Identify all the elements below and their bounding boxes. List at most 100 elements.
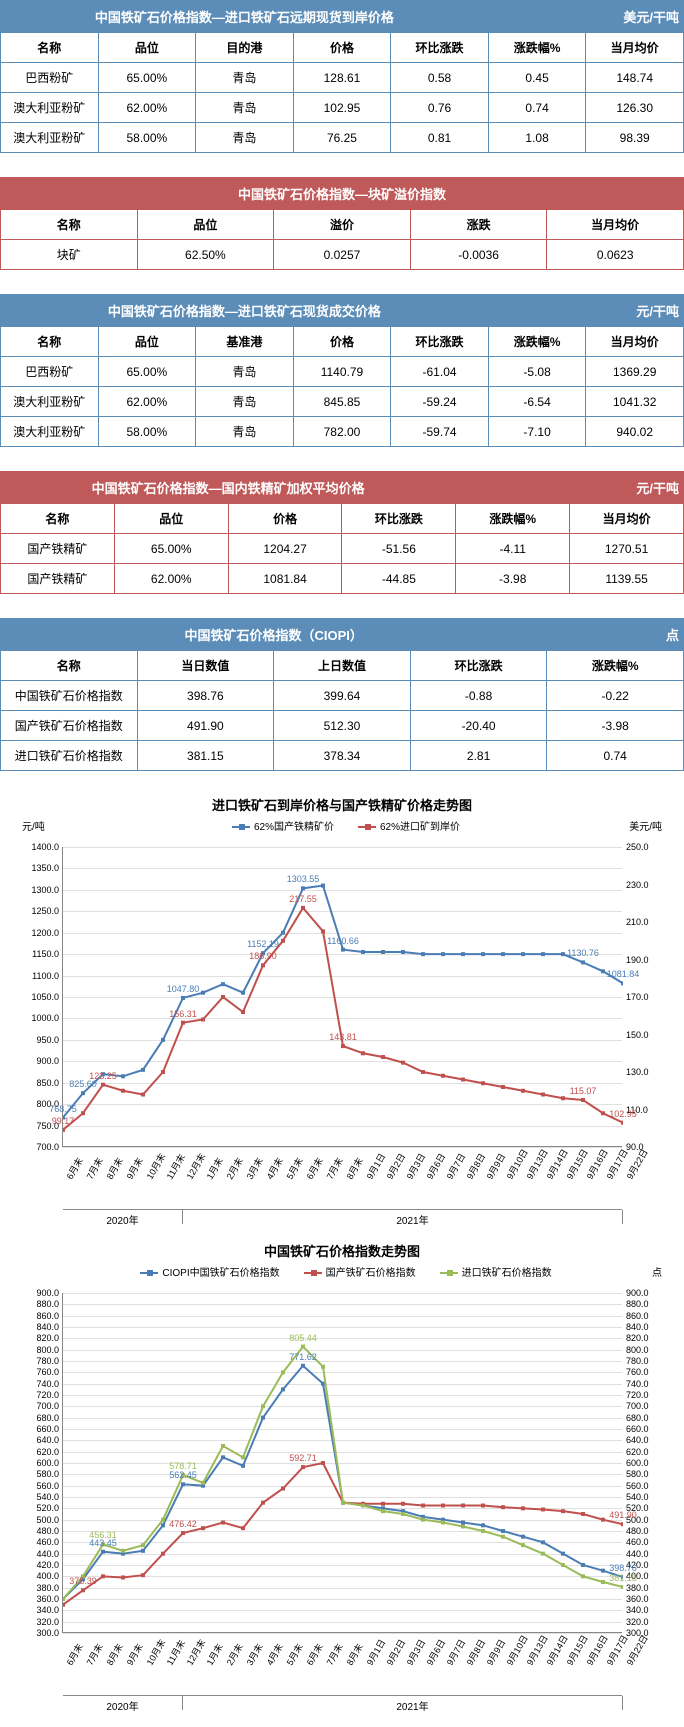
ytick-right: 190.0 [626,955,658,965]
data-marker [181,1021,185,1025]
data-marker [541,1507,545,1511]
data-marker [441,952,445,956]
ytick-left: 760.0 [27,1367,59,1377]
ytick-left: 740.0 [27,1379,59,1389]
data-marker [281,1387,285,1391]
cell: 进口铁矿石价格指数 [1,741,138,771]
table-title-row: 中国铁矿石价格指数（CIOPI） 点 [1,619,684,651]
data-marker [561,1563,565,1567]
ytick-right: 880.0 [626,1299,658,1309]
data-marker [341,948,345,952]
table-body: 巴西粉矿65.00%青岛1140.79-61.04-5.081369.29澳大利… [1,357,684,447]
data-label: 1303.55 [287,874,320,884]
ytick-left: 380.0 [27,1583,59,1593]
column-header: 品位 [114,504,228,534]
table-title: 中国铁矿石价格指数—进口铁矿石远期现货到岸价格 [1,1,489,33]
data-marker [581,960,585,964]
ytick-left: 420.0 [27,1560,59,1570]
data-marker [321,884,325,888]
cell: 512.30 [274,711,411,741]
cell: 青岛 [196,357,294,387]
column-header: 环比涨跌 [391,327,489,357]
column-header: 涨跌 [410,210,547,240]
y-axis-label-right: 美元/吨 [629,818,662,833]
data-marker [201,1018,205,1022]
table-body: 巴西粉矿65.00%青岛128.610.580.45148.74澳大利亚粉矿62… [1,63,684,153]
data-marker [221,1455,225,1459]
data-label: 456.31 [89,1530,117,1540]
cell: 0.58 [391,63,489,93]
data-marker [441,1521,445,1525]
data-marker [481,1081,485,1085]
ytick-left: 1050.0 [27,992,59,1002]
cell: -3.98 [547,711,684,741]
cell: 1270.51 [570,534,684,564]
cell: -0.0036 [410,240,547,270]
ytick-left: 520.0 [27,1503,59,1513]
data-marker [321,929,325,933]
data-marker [581,1574,585,1578]
chart-legend: 62%国产铁精矿价62%进口矿到岸价 [22,818,662,833]
data-marker [161,1038,165,1042]
ytick-left: 950.0 [27,1035,59,1045]
data-marker [301,1465,305,1469]
cell: 1081.84 [228,564,342,594]
data-label: 1047.80 [167,984,200,994]
cell: 澳大利亚粉矿 [1,123,99,153]
data-marker [181,1482,185,1486]
data-marker [161,1070,165,1074]
data-marker [541,952,545,956]
data-label: 562.45 [169,1470,197,1480]
data-marker [301,886,305,890]
ytick-left: 1000.0 [27,1013,59,1023]
data-marker [381,1055,385,1059]
data-marker [541,1552,545,1556]
data-marker [301,906,305,910]
data-marker [141,1093,145,1097]
data-marker [421,952,425,956]
data-label: 123.25 [89,1071,117,1081]
table-title-row: 中国铁矿石价格指数—进口铁矿石远期现货到岸价格 美元/干吨 [1,1,684,33]
y-axis-label-right: 点 [652,1264,662,1279]
data-label: 491.90 [609,1510,637,1520]
ytick-left: 400.0 [27,1571,59,1581]
cell: 58.00% [98,417,196,447]
ytick-left: 1100.0 [27,971,59,981]
column-header: 价格 [293,327,391,357]
data-marker [221,1444,225,1448]
x-axis-group: 2020年 [63,1210,183,1224]
column-header: 当月均价 [547,210,684,240]
data-marker [241,1464,245,1468]
chart-svg [63,1293,623,1633]
ytick-right: 800.0 [626,1345,658,1355]
table-body: 块矿62.50%0.0257-0.00360.0623 [1,240,684,270]
ytick-left: 900.0 [27,1056,59,1066]
ytick-left: 880.0 [27,1299,59,1309]
cell: 128.61 [293,63,391,93]
data-marker [501,1535,505,1539]
data-marker [81,1091,85,1095]
data-marker [201,1481,205,1485]
data-marker [121,1549,125,1553]
ytick-left: 1200.0 [27,928,59,938]
data-marker [281,931,285,935]
data-marker [281,939,285,943]
cell: 巴西粉矿 [1,63,99,93]
data-marker [81,1588,85,1592]
x-axis-group: 2020年 [63,1696,183,1710]
series-line [63,1347,623,1599]
data-marker [541,1093,545,1097]
cell: 0.74 [488,93,586,123]
ytick-right: 320.0 [626,1617,658,1627]
ytick-left: 460.0 [27,1537,59,1547]
column-header: 环比涨跌 [342,504,456,534]
data-label: 1152.19 [247,939,279,949]
ytick-left: 680.0 [27,1413,59,1423]
ytick-right: 840.0 [626,1322,658,1332]
column-header: 品位 [137,210,274,240]
data-marker [321,1461,325,1465]
ytick-right: 380.0 [626,1583,658,1593]
data-marker [501,1085,505,1089]
column-header: 环比涨跌 [391,33,489,63]
cell: 62.00% [98,93,196,123]
